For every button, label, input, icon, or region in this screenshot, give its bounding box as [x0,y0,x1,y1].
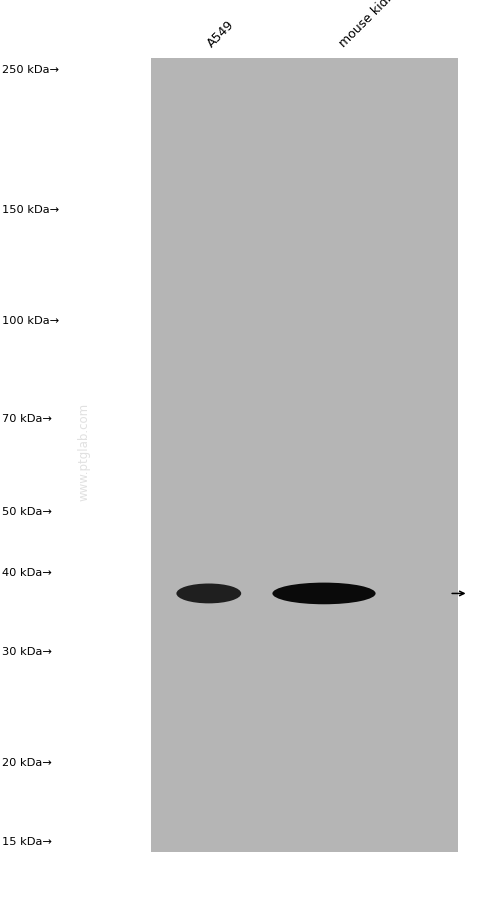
Ellipse shape [272,583,376,604]
Text: www.ptglab.com: www.ptglab.com [77,402,91,500]
Text: A549: A549 [204,18,237,50]
Text: 250 kDa→: 250 kDa→ [2,64,60,75]
Text: 20 kDa→: 20 kDa→ [2,758,52,768]
Text: 70 kDa→: 70 kDa→ [2,414,52,424]
Bar [151,59,458,852]
Text: mouse kidney: mouse kidney [336,0,408,50]
Text: 15 kDa→: 15 kDa→ [2,836,52,847]
Text: 150 kDa→: 150 kDa→ [2,205,60,215]
Text: 30 kDa→: 30 kDa→ [2,647,52,657]
Text: 40 kDa→: 40 kDa→ [2,567,52,577]
Ellipse shape [177,584,241,603]
Text: 50 kDa→: 50 kDa→ [2,506,52,516]
Text: 100 kDa→: 100 kDa→ [2,316,60,326]
